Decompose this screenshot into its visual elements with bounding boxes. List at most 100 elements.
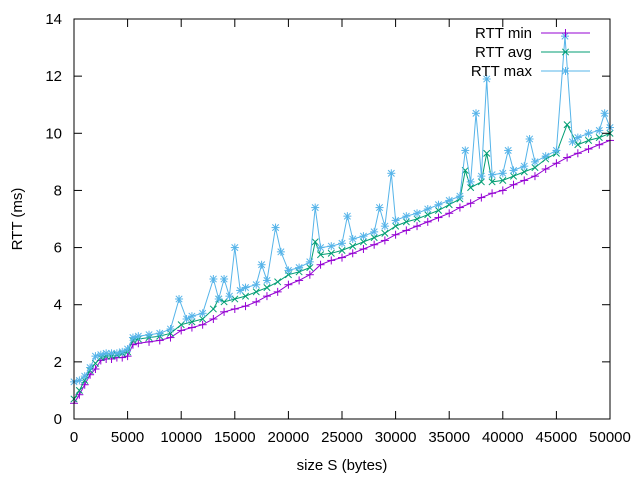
data-point [595,126,604,135]
data-point [584,129,593,138]
data-point [128,340,137,349]
data-point [563,121,571,129]
data-point [145,330,154,339]
data-point [198,309,207,318]
data-point [236,286,245,295]
data-point [477,172,486,181]
legend-marker [561,29,570,37]
x-tick-label: 45000 [536,429,578,446]
data-point [392,222,400,230]
data-point [262,276,271,285]
data-point [214,295,223,303]
data-point [177,321,185,329]
data-point [257,260,266,269]
y-tick-label: 2 [54,354,62,371]
data-point [317,251,325,259]
data-point [199,315,207,323]
data-point [271,223,280,232]
data-point [209,275,218,283]
series-line [73,139,611,404]
data-point [380,236,389,245]
data-point [252,280,261,289]
data-point [128,333,137,342]
data-point [509,172,518,180]
x-tick-label: 35000 [428,429,470,446]
data-point [338,239,346,248]
data-point [472,109,480,118]
data-point [530,172,539,181]
data-point [423,205,432,213]
data-point [295,276,304,285]
x-tick-label: 15000 [214,429,256,446]
data-point [295,263,304,272]
data-point [231,295,239,303]
data-point [263,284,271,292]
data-point [230,305,239,313]
data-point [574,141,582,149]
data-point [284,280,293,289]
data-point [573,149,582,158]
data-point [467,184,475,192]
series-rtt-max [70,32,614,386]
data-point [413,215,421,223]
data-point [241,292,250,300]
data-point [541,152,550,161]
ticks-layer: 0 5000 10000 15000 20000 25000 30000 35000 40000… [45,11,631,446]
data-point [391,216,400,225]
y-tick-label: 12 [45,68,62,85]
data-point [520,168,528,176]
data-point [123,345,132,353]
data-point [509,180,518,189]
data-point [166,325,175,333]
data-point [499,176,507,184]
data-point [531,164,539,172]
data-point [488,178,496,186]
data-point [413,222,422,231]
data-point [209,305,217,313]
data-point [445,209,454,218]
x-tick-label: 20000 [268,429,310,446]
data-point [145,337,154,346]
x-tick-label: 0 [70,429,78,446]
data-point [530,157,539,166]
data-point [498,186,507,195]
data-point [359,232,368,241]
data-point [112,349,121,358]
x-tick-label: 5000 [111,429,144,446]
data-point [241,302,250,311]
legend-label: RTT min [475,25,532,42]
legend: RTT min RTT avg RTT max [471,25,590,80]
data-point [434,200,443,209]
data-point [262,292,271,301]
data-point [370,227,379,236]
data-point [230,243,239,252]
data-point [585,136,593,144]
data-point [305,270,314,279]
data-point [220,275,229,283]
data-point [91,352,100,361]
data-point [391,230,400,239]
data-point [327,256,336,265]
data-point [348,235,357,243]
data-point [520,162,529,171]
data-point [166,333,175,342]
data-point [402,212,411,221]
data-point [91,365,100,373]
data-point [252,297,261,306]
data-point [75,376,84,385]
data-point [96,350,105,359]
data-point [316,260,325,269]
y-tick-label: 10 [45,125,62,142]
data-point [423,217,432,226]
data-point [455,203,464,212]
data-point [134,332,143,341]
data-point [445,196,454,205]
series-rtt-avg [70,121,614,403]
data-point [461,146,470,155]
data-point [155,336,164,345]
legend-marker [561,67,570,75]
data-point [359,238,367,246]
data-point [187,323,196,332]
legend-marker [561,48,570,56]
